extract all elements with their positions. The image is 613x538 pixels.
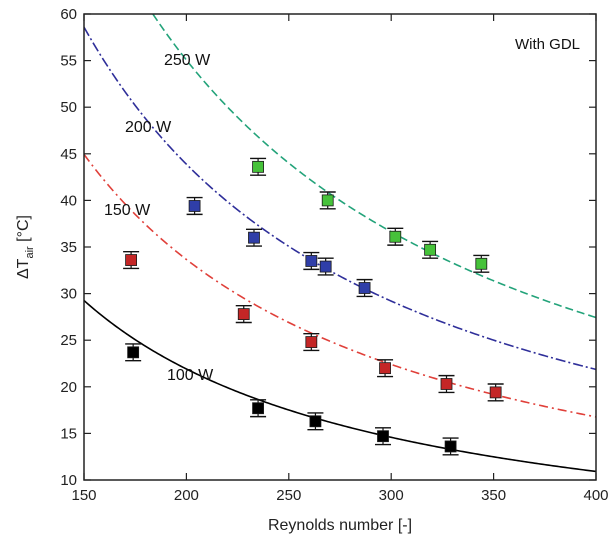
marker [127, 346, 140, 359]
y-axis-label-main: ΔT [15, 258, 32, 279]
marker [389, 230, 402, 243]
data-point [303, 251, 320, 271]
data-point [307, 412, 324, 431]
marker [305, 255, 318, 267]
x-tick-label: 150 [71, 487, 96, 504]
fit-curve-200-w [84, 26, 596, 371]
data-point [319, 191, 336, 210]
y-tick-label: 40 [60, 192, 77, 209]
marker [321, 194, 334, 207]
curve-label: 150 W [104, 202, 151, 219]
y-tick-label: 55 [60, 53, 77, 70]
y-tick-label: 25 [60, 332, 77, 349]
y-axis-label-sub: air [24, 246, 36, 259]
y-tick-label: 35 [60, 239, 77, 256]
curve-labels: 100 W 150 W 200 W 250 W [104, 52, 214, 384]
data-point [356, 278, 373, 298]
data-point [438, 374, 455, 394]
data-point [250, 399, 267, 418]
data-points [123, 157, 504, 456]
marker [319, 260, 332, 273]
data-point [487, 383, 504, 402]
plot-annotation: With GDL [515, 36, 580, 53]
data-point [377, 359, 394, 378]
marker [248, 231, 260, 244]
curve-label: 250 W [164, 52, 211, 69]
x-tick-label: 350 [481, 487, 506, 504]
curve-label: 100 W [167, 367, 214, 384]
marker [252, 402, 264, 415]
marker [489, 386, 502, 399]
data-point [375, 427, 392, 446]
marker [379, 362, 391, 375]
y-axis-label: ΔTair [°C] [15, 215, 36, 279]
x-tick-label: 250 [276, 487, 301, 504]
marker [440, 378, 453, 390]
data-point [123, 250, 140, 270]
y-axis-ticks: 10 15 20 25 30 35 40 45 50 55 60 [60, 6, 596, 489]
marker [309, 415, 322, 428]
marker [475, 257, 488, 270]
x-tick-label: 400 [583, 487, 608, 504]
data-point [442, 437, 459, 456]
data-point [387, 227, 404, 246]
marker [358, 282, 371, 294]
data-point [250, 157, 267, 176]
marker [125, 254, 138, 266]
marker [188, 200, 201, 212]
x-axis-ticks: 150 200 250 300 350 400 [71, 14, 609, 504]
data-point [245, 228, 262, 247]
x-axis-label: Reynolds number [-] [268, 517, 412, 534]
data-point [473, 254, 490, 273]
curve-label: 200 W [125, 119, 172, 136]
data-point [235, 305, 252, 324]
fit-curve-100-w [84, 299, 596, 473]
x-tick-label: 200 [174, 487, 199, 504]
data-point [422, 240, 439, 259]
y-axis-label-unit: [°C] [15, 215, 32, 246]
marker [377, 430, 389, 443]
data-point [125, 343, 142, 362]
y-tick-label: 15 [60, 425, 77, 442]
fit-curves [84, 14, 596, 473]
plot-frame [83, 13, 597, 481]
x-tick-label: 300 [379, 487, 404, 504]
y-tick-label: 20 [60, 379, 77, 396]
y-tick-label: 10 [60, 472, 77, 489]
data-point [303, 332, 320, 352]
y-tick-label: 60 [60, 6, 77, 23]
marker [424, 243, 437, 256]
marker [305, 336, 318, 348]
y-tick-label: 45 [60, 146, 77, 163]
marker [252, 160, 264, 173]
marker [444, 440, 457, 453]
fit-curve-150-w [84, 153, 596, 418]
fit-curve-250-w [151, 14, 596, 319]
marker [237, 308, 250, 321]
data-point [317, 257, 334, 276]
y-tick-label: 50 [60, 99, 77, 116]
y-tick-label: 30 [60, 286, 77, 303]
data-point [186, 196, 203, 216]
